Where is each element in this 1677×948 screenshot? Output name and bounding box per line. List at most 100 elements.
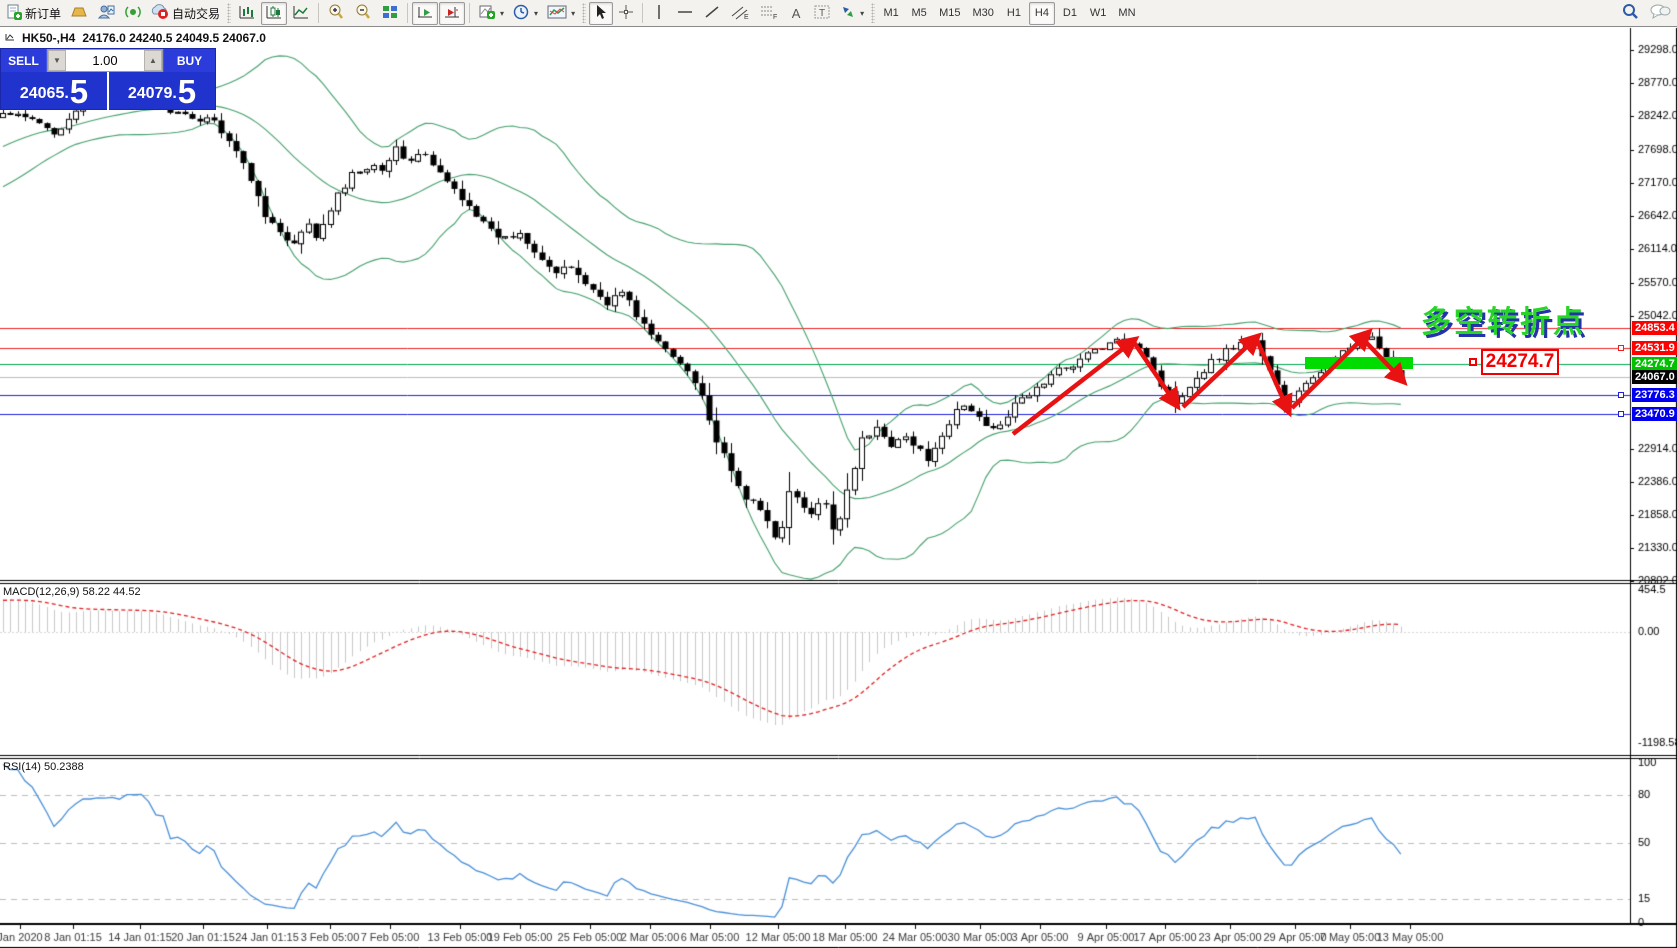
profile-user-button[interactable] bbox=[93, 2, 119, 25]
toolbar-drag-handle[interactable] bbox=[227, 3, 232, 23]
sell-price[interactable]: 24065. 5 bbox=[1, 72, 109, 110]
line-anchor-marker[interactable] bbox=[1618, 392, 1624, 398]
equidistant-channel-icon: E bbox=[730, 4, 750, 23]
crosshair-icon bbox=[618, 4, 634, 23]
chart-shift-button[interactable] bbox=[439, 1, 466, 25]
shapes-arrows-icon bbox=[840, 4, 856, 23]
text-button[interactable]: A bbox=[784, 2, 808, 25]
autotrade-button[interactable]: 自动交易 bbox=[147, 2, 224, 25]
new-order-button[interactable]: 新订单 bbox=[2, 2, 65, 25]
volume-value[interactable]: 1.00 bbox=[66, 50, 144, 71]
chart-candles-button[interactable] bbox=[261, 1, 288, 25]
templates-button[interactable]: ▾ bbox=[543, 2, 579, 25]
channel-button[interactable]: E bbox=[726, 2, 754, 25]
chart-bars-button[interactable] bbox=[234, 2, 260, 25]
line-chart-icon bbox=[292, 4, 310, 23]
chart-marker-icon bbox=[5, 31, 15, 45]
green-line-anchor-marker[interactable] bbox=[1469, 358, 1477, 366]
timeframe-button-M15[interactable]: M15 bbox=[939, 7, 961, 19]
volume-increase-button[interactable]: ▲ bbox=[144, 50, 162, 71]
cursor-button[interactable] bbox=[589, 1, 614, 25]
indicators-add-icon bbox=[478, 4, 496, 23]
trendline-icon bbox=[703, 4, 721, 23]
tile-windows-icon bbox=[381, 4, 399, 23]
price-tag-23470.9: 23470.9 bbox=[1632, 407, 1677, 421]
buy-price-dot: . bbox=[172, 85, 177, 102]
line-anchor-marker[interactable] bbox=[1618, 345, 1624, 351]
new-order-icon bbox=[6, 4, 22, 23]
chat-icon[interactable] bbox=[1649, 2, 1671, 25]
tile-windows-button[interactable] bbox=[377, 2, 403, 25]
support-zone-rectangle[interactable] bbox=[1305, 357, 1413, 369]
sell-price-dot: . bbox=[64, 85, 69, 102]
toolbar-drag-handle[interactable] bbox=[582, 3, 587, 23]
toolbar-drag-handle[interactable] bbox=[871, 3, 876, 23]
crosshair-button[interactable] bbox=[614, 2, 638, 25]
candles-chart-icon bbox=[265, 4, 283, 23]
vertical-line-button[interactable] bbox=[647, 2, 671, 25]
periods-button[interactable]: ▾ bbox=[509, 2, 542, 25]
line-anchor-marker[interactable] bbox=[1618, 411, 1624, 417]
buy-price-big-digit: 5 bbox=[177, 73, 197, 110]
symbol-period-label: HK50-,H4 bbox=[22, 31, 76, 45]
broadcast-button[interactable] bbox=[120, 2, 146, 25]
zoom-out-button[interactable] bbox=[350, 2, 376, 25]
new-order-label: 新订单 bbox=[25, 6, 62, 21]
timeframe-button-MN[interactable]: MN bbox=[1118, 7, 1136, 19]
chart-line-button[interactable] bbox=[288, 2, 314, 25]
timeframe-button-H1[interactable]: H1 bbox=[1006, 7, 1021, 19]
zoom-out-icon bbox=[354, 3, 372, 23]
buy-price[interactable]: 24079. 5 bbox=[109, 72, 215, 110]
fibonacci-icon: F bbox=[759, 4, 779, 23]
trendline-button[interactable] bbox=[699, 2, 725, 25]
autoscroll-icon bbox=[416, 4, 434, 23]
text-tool-icon: A bbox=[791, 5, 801, 21]
gold-ingot-icon bbox=[70, 4, 88, 23]
timeframe-button-W1[interactable]: W1 bbox=[1089, 7, 1107, 19]
svg-text:T: T bbox=[819, 8, 825, 19]
buy-button[interactable]: BUY bbox=[163, 49, 215, 72]
chart-shift-icon bbox=[443, 4, 461, 23]
timeframe-button-M5[interactable]: M5 bbox=[911, 7, 927, 19]
ohlc-values: 24176.0 24240.5 24049.5 24067.0 bbox=[82, 31, 266, 45]
template-chart-icon bbox=[547, 4, 567, 23]
sell-price-main: 24065 bbox=[19, 85, 65, 102]
buy-price-main: 24079 bbox=[127, 85, 173, 102]
autoscroll-button[interactable] bbox=[412, 1, 439, 25]
timeframe-group: M1 M5 M15 M30 H1 H4 D1 W1 MN bbox=[878, 1, 1140, 25]
timeframe-button-H4[interactable]: H4 bbox=[1028, 1, 1055, 25]
shapes-caret-icon: ▾ bbox=[860, 8, 865, 18]
symbol-info: HK50-,H4 24176.0 24240.5 24049.5 24067.0 bbox=[5, 31, 266, 45]
indicators-button[interactable]: ▾ bbox=[474, 2, 508, 25]
search-icon[interactable] bbox=[1621, 2, 1639, 25]
gold-ingot-button[interactable] bbox=[66, 2, 92, 25]
autotrade-label: 自动交易 bbox=[172, 6, 221, 21]
timeframe-button-M30[interactable]: M30 bbox=[972, 7, 994, 19]
volume-spinner: ▼ 1.00 ▲ bbox=[47, 49, 163, 72]
price-level-box[interactable]: 24274.7 bbox=[1481, 349, 1559, 375]
bars-chart-icon bbox=[238, 4, 256, 23]
horizontal-line-button[interactable] bbox=[672, 2, 698, 25]
price-tag-24853.4: 24853.4 bbox=[1632, 321, 1677, 335]
shapes-button[interactable]: ▾ bbox=[836, 2, 868, 25]
svg-text:F: F bbox=[773, 14, 777, 20]
timeframe-button-M1[interactable]: M1 bbox=[883, 7, 899, 19]
text-label-button[interactable]: T bbox=[809, 2, 835, 25]
sell-button[interactable]: SELL bbox=[1, 49, 47, 72]
templates-caret-icon: ▾ bbox=[571, 8, 576, 18]
volume-decrease-button[interactable]: ▼ bbox=[48, 50, 66, 71]
clock-icon bbox=[513, 4, 530, 23]
user-chart-icon bbox=[97, 4, 115, 23]
sell-price-big-digit: 5 bbox=[69, 73, 89, 110]
timeframe-button-D1[interactable]: D1 bbox=[1062, 7, 1077, 19]
svg-text:E: E bbox=[744, 14, 749, 20]
zoom-in-button[interactable] bbox=[323, 2, 349, 25]
fibonacci-button[interactable]: F bbox=[755, 2, 783, 25]
price-tag-24531.9: 24531.9 bbox=[1632, 341, 1677, 355]
turning-point-annotation[interactable]: 多空转折点 bbox=[1421, 306, 1586, 339]
main-toolbar: 新订单 自动交易 bbox=[0, 0, 1677, 27]
vertical-line-icon bbox=[653, 4, 665, 23]
indicators-caret-icon: ▾ bbox=[500, 8, 505, 18]
